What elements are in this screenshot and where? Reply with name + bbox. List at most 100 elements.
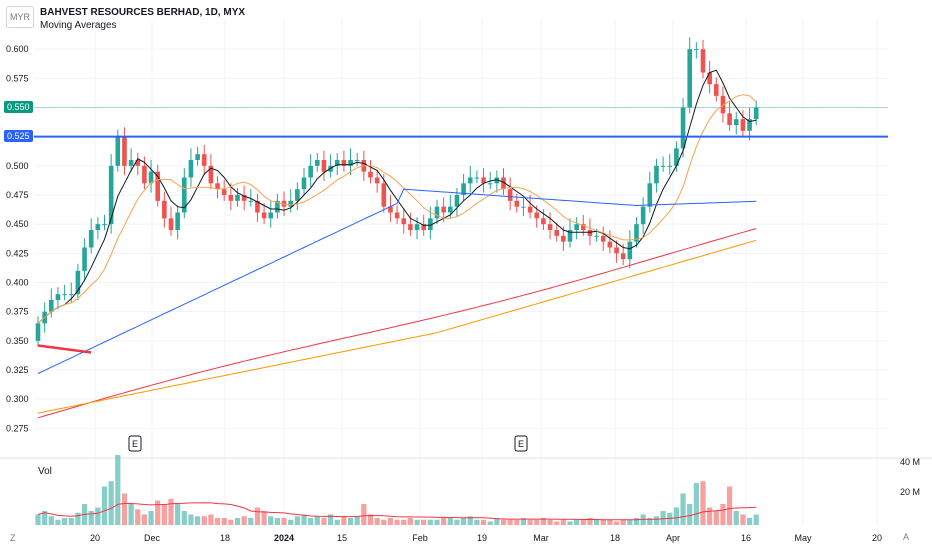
moving-average-lines bbox=[37, 69, 757, 419]
candle-body bbox=[607, 241, 613, 248]
candle-body bbox=[554, 230, 559, 236]
volume-bar bbox=[141, 514, 147, 525]
volume-bar bbox=[48, 516, 54, 525]
candle-body bbox=[481, 177, 486, 184]
y-tick-label: 0.450 bbox=[6, 219, 29, 229]
candle-body bbox=[467, 177, 473, 184]
candle-body bbox=[640, 206, 646, 225]
volume-bar bbox=[660, 511, 666, 525]
candle-body bbox=[248, 200, 254, 202]
candle-body bbox=[514, 200, 520, 207]
candle-body bbox=[334, 160, 340, 166]
candle-body bbox=[627, 241, 633, 260]
volume-bar bbox=[480, 519, 487, 525]
volume-bar bbox=[474, 519, 480, 525]
candle-body bbox=[195, 154, 200, 160]
indicator-label[interactable]: Moving Averages bbox=[40, 20, 117, 31]
candle-body bbox=[221, 189, 227, 195]
candle-body bbox=[594, 235, 599, 237]
candle-body bbox=[148, 171, 154, 184]
timezone-button[interactable]: Z bbox=[10, 533, 16, 543]
candle-body bbox=[694, 49, 699, 51]
volume-bar bbox=[188, 514, 194, 525]
candle-body bbox=[740, 119, 746, 131]
candle-body bbox=[188, 160, 194, 178]
volume-bar bbox=[121, 493, 128, 525]
y-tick-label: 0.425 bbox=[6, 248, 29, 258]
volume-bar bbox=[467, 516, 473, 525]
volume-bar bbox=[88, 511, 94, 525]
y-tick-label: 0.275 bbox=[6, 423, 29, 433]
volume-bar bbox=[427, 519, 433, 525]
y-tick-label: 0.500 bbox=[6, 161, 29, 171]
candle-body bbox=[660, 165, 666, 167]
volume-bar bbox=[294, 516, 300, 525]
volume-bar bbox=[248, 518, 254, 525]
symbol-title[interactable]: BAHVEST RESOURCES BERHAD, 1D, MYX bbox=[40, 7, 246, 18]
candle-body bbox=[135, 160, 141, 166]
volume-bar bbox=[653, 516, 660, 525]
volume-bar bbox=[647, 518, 653, 525]
candle-body bbox=[547, 224, 553, 230]
candle-body bbox=[667, 165, 673, 167]
volume-bar bbox=[341, 516, 347, 525]
volume-bar bbox=[381, 519, 387, 525]
volume-bar bbox=[580, 519, 586, 525]
volume-bar bbox=[740, 514, 746, 525]
y-tick-label: 0.325 bbox=[6, 365, 29, 375]
candle-body bbox=[753, 107, 759, 120]
volume-bar bbox=[155, 500, 161, 525]
volume-bar bbox=[175, 504, 181, 525]
volume-bar bbox=[627, 519, 633, 525]
volume-bar bbox=[500, 519, 507, 525]
volume-bar bbox=[268, 516, 274, 525]
volume-bar bbox=[168, 498, 174, 525]
volume-bar bbox=[334, 519, 340, 525]
volume-bar bbox=[214, 518, 221, 525]
candle-body bbox=[687, 49, 692, 108]
volume-bar bbox=[281, 518, 287, 525]
volume-bar bbox=[727, 486, 733, 525]
volume-bar bbox=[161, 504, 167, 525]
candle-body bbox=[268, 212, 274, 219]
volume-bar bbox=[607, 519, 613, 525]
volume-bar bbox=[733, 511, 739, 525]
x-tick-label: 18 bbox=[220, 533, 230, 543]
ma-line-50 bbox=[37, 188, 757, 374]
candle-body bbox=[747, 119, 752, 131]
time-axis: 20 Dec 18 2024 15 Feb 19 Mar 18 Apr 16 May 20 bbox=[90, 533, 882, 543]
volume-bar bbox=[507, 519, 513, 525]
y-tick-label: 0.375 bbox=[6, 307, 29, 317]
volume-bar bbox=[633, 518, 640, 525]
candle-body bbox=[301, 177, 307, 190]
volume-bar bbox=[574, 519, 580, 525]
candle-body bbox=[55, 294, 61, 300]
volume-label[interactable]: Vol bbox=[38, 466, 52, 477]
volume-bar bbox=[720, 504, 726, 525]
volume-bar bbox=[461, 518, 467, 525]
volume-bar bbox=[620, 519, 626, 525]
volume-bar bbox=[135, 509, 141, 525]
x-tick-label: Dec bbox=[144, 533, 161, 543]
candle-body bbox=[674, 148, 679, 166]
auto-scale-button[interactable]: A bbox=[902, 532, 909, 542]
ma-line-mid bbox=[37, 94, 757, 324]
earnings-marker bbox=[128, 435, 142, 452]
candle-body bbox=[315, 160, 320, 166]
candle-body bbox=[128, 160, 134, 166]
candle-body bbox=[142, 165, 147, 184]
candle-body bbox=[388, 206, 393, 213]
candle-body bbox=[507, 189, 513, 201]
chart-grid bbox=[34, 20, 888, 525]
volume-bar bbox=[68, 518, 74, 525]
currency-button[interactable]: MYR bbox=[6, 6, 34, 28]
candle-body bbox=[35, 323, 41, 341]
volume-bar bbox=[221, 518, 227, 525]
ma-line-100 bbox=[37, 228, 757, 419]
y-tick-label: 0.300 bbox=[6, 394, 29, 404]
volume-bar bbox=[414, 519, 420, 525]
candle-body bbox=[620, 253, 626, 260]
candle-body bbox=[201, 154, 207, 166]
volume-bar bbox=[587, 518, 593, 525]
